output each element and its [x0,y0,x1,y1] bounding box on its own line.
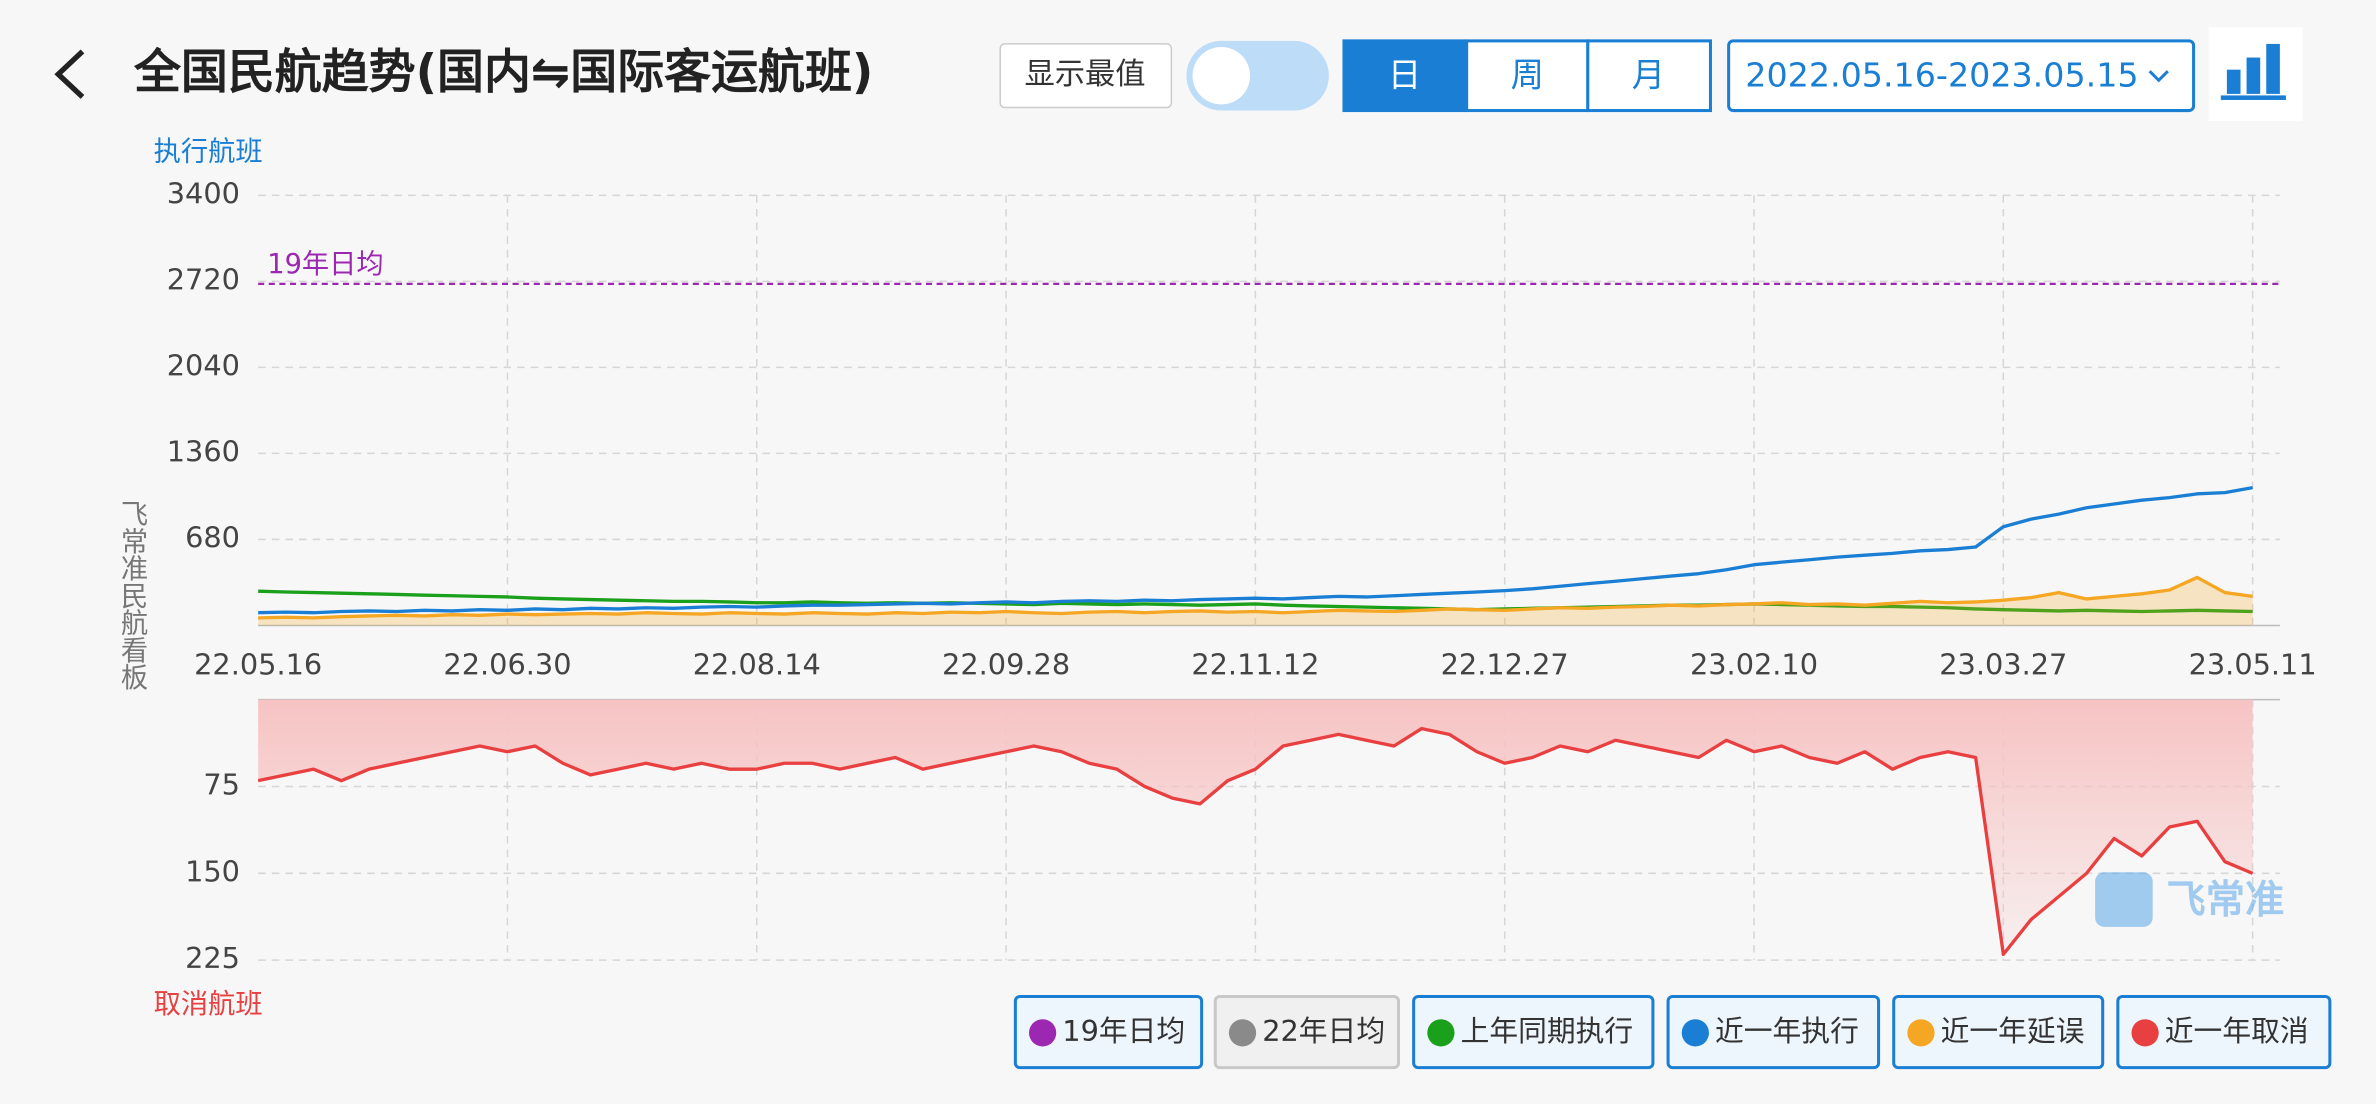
legend-item[interactable] [2116,994,2332,1070]
extremes-button[interactable] [999,43,1173,109]
dropdown-chevron [2148,70,2169,83]
y-tick-label: 225 [185,941,240,975]
legend-label: 近一年执行 [1715,1014,1859,1048]
period-tabs: 日周月 [1342,39,1712,113]
chart-icon [2220,43,2286,100]
x-tick-label: 23.02.10 [1690,647,1818,681]
page-title: 全国民航趋势(国内⇋国际客运航班) [133,45,873,100]
toggle-knob [1192,46,1251,105]
y-tick-label: 3400 [167,176,240,210]
back-button[interactable] [54,49,85,99]
period-tab[interactable] [1586,39,1712,113]
period-tab-label: 月 [1632,56,1665,95]
legend-label: 近一年取消 [2165,1014,2309,1048]
x-tick-label: 22.12.27 [1441,647,1569,681]
legend-swatch [1228,1019,1257,1047]
watermark-text: 飞常准 [2166,877,2284,923]
legend-item[interactable] [1412,994,1655,1070]
series-line [258,485,2253,615]
x-tick-label: 22.11.12 [1191,647,1319,681]
y-tick-label: 2040 [167,348,240,382]
y-tick-label: 680 [185,520,240,554]
watermark: 飞常准 [2095,872,2284,927]
y-tick-label: 150 [185,854,240,888]
legend-label: 22年日均 [1262,1014,1385,1048]
legend-swatch [1427,1019,1455,1047]
extremes-label: 显示最值 [1024,57,1145,92]
x-tick-label: 22.08.14 [693,647,821,681]
legend-item[interactable] [1892,994,2105,1070]
y-tick-label: 1360 [167,434,240,468]
period-tab[interactable] [1342,39,1467,113]
legend-label: 上年同期执行 [1461,1014,1634,1048]
x-tick-label: 22.05.16 [194,647,322,681]
legend-item[interactable] [1213,994,1401,1070]
series-line [258,575,2253,620]
x-tick-label: 23.03.27 [1939,647,2067,681]
legend: 19年日均 22年日均 上年同期执行 近一年执行 近一年延误 近一年取消 [1013,994,2332,1070]
y-tick-label: 75 [203,767,240,801]
y-tick-label: 2720 [167,262,240,296]
legend-swatch [1907,1019,1935,1047]
x-tick-label: 22.06.30 [443,647,571,681]
side-label: 飞常准民航看板 [115,500,148,691]
y-axis-title: 执行航班 [154,136,263,167]
legend-label: 19年日均 [1062,1014,1185,1048]
legend-item[interactable] [1013,994,1204,1070]
legend-swatch [1681,1019,1709,1047]
series-line [257,726,2254,957]
legend-label: 近一年延误 [1941,1014,2085,1048]
series-line [258,589,2253,614]
x-tick-label: 23.05.11 [2189,647,2317,681]
series-area [258,699,2253,955]
reference-label: 19年日均 [267,249,383,280]
legend-swatch [2131,1019,2159,1047]
legend-swatch [1028,1019,1057,1047]
series-area [258,577,2253,626]
date-range: 2022.05.16-2023.05.15 [1745,56,2138,95]
period-tab-label: 日 [1388,56,1421,95]
y-axis-title: 取消航班 [154,989,263,1020]
date-picker[interactable] [1727,39,2196,113]
x-tick-label: 22.09.28 [942,647,1070,681]
plot: 680 1360 2040 2720 3400 22.05.16 22.06.30 22.08… [167,176,2317,975]
period-tab-label: 周 [1511,56,1544,95]
legend-item[interactable] [1666,994,1881,1070]
